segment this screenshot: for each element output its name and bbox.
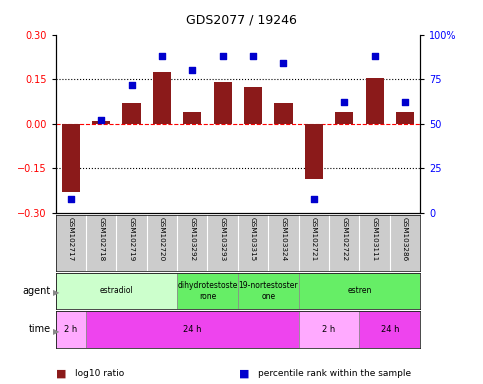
Text: GSM102717: GSM102717 (68, 217, 74, 261)
Text: 19-nortestoster
one: 19-nortestoster one (239, 281, 298, 301)
Bar (213, 82, 232, 124)
Text: GDS2077 / 19246: GDS2077 / 19246 (186, 13, 297, 26)
Text: ▶: ▶ (53, 327, 59, 336)
Bar (177, 273, 238, 309)
Text: GSM103324: GSM103324 (281, 217, 286, 261)
Text: log10 ratio: log10 ratio (75, 369, 124, 378)
Text: 24 h: 24 h (183, 325, 201, 334)
Text: GSM102719: GSM102719 (128, 217, 135, 261)
Bar (305, 124, 323, 179)
Text: GSM102718: GSM102718 (98, 217, 104, 261)
Bar (183, 112, 201, 124)
Point (280, 60, 287, 66)
Text: GSM103293: GSM103293 (220, 217, 226, 261)
Text: estradiol: estradiol (99, 286, 133, 295)
Bar (359, 311, 420, 348)
Bar (366, 78, 384, 124)
Point (188, 67, 196, 73)
Text: percentile rank within the sample: percentile rank within the sample (258, 369, 412, 378)
Text: GSM103111: GSM103111 (371, 217, 378, 261)
Bar (396, 112, 414, 124)
Text: time: time (28, 324, 51, 334)
Bar (122, 103, 141, 124)
Bar (92, 121, 110, 124)
Text: GSM103286: GSM103286 (402, 217, 408, 261)
Text: estren: estren (347, 286, 371, 295)
Point (158, 53, 166, 59)
Text: ■: ■ (56, 368, 66, 378)
Bar (298, 273, 420, 309)
Point (341, 99, 348, 106)
Text: ■: ■ (239, 368, 250, 378)
Bar (238, 273, 298, 309)
Bar (335, 112, 354, 124)
Point (219, 53, 227, 59)
Text: GSM103292: GSM103292 (189, 217, 195, 261)
Point (128, 81, 135, 88)
Bar (274, 103, 293, 124)
Bar (86, 311, 298, 348)
Point (67, 196, 74, 202)
Point (249, 53, 257, 59)
Bar (153, 72, 171, 124)
Text: GSM102721: GSM102721 (311, 217, 317, 261)
Bar (298, 311, 359, 348)
Point (310, 196, 318, 202)
Text: ▶: ▶ (53, 288, 59, 297)
Bar (244, 87, 262, 124)
Bar (56, 273, 177, 309)
Text: GSM102722: GSM102722 (341, 217, 347, 261)
Text: dihydrotestoste
rone: dihydrotestoste rone (177, 281, 238, 301)
Text: agent: agent (23, 286, 51, 296)
Text: 2 h: 2 h (323, 325, 336, 334)
Text: GSM102720: GSM102720 (159, 217, 165, 261)
Text: GSM103315: GSM103315 (250, 217, 256, 261)
Text: 2 h: 2 h (64, 325, 77, 334)
Point (97, 117, 105, 123)
Bar (62, 124, 80, 192)
Point (401, 99, 409, 106)
Point (371, 53, 379, 59)
Text: 24 h: 24 h (381, 325, 399, 334)
Bar (56, 311, 86, 348)
